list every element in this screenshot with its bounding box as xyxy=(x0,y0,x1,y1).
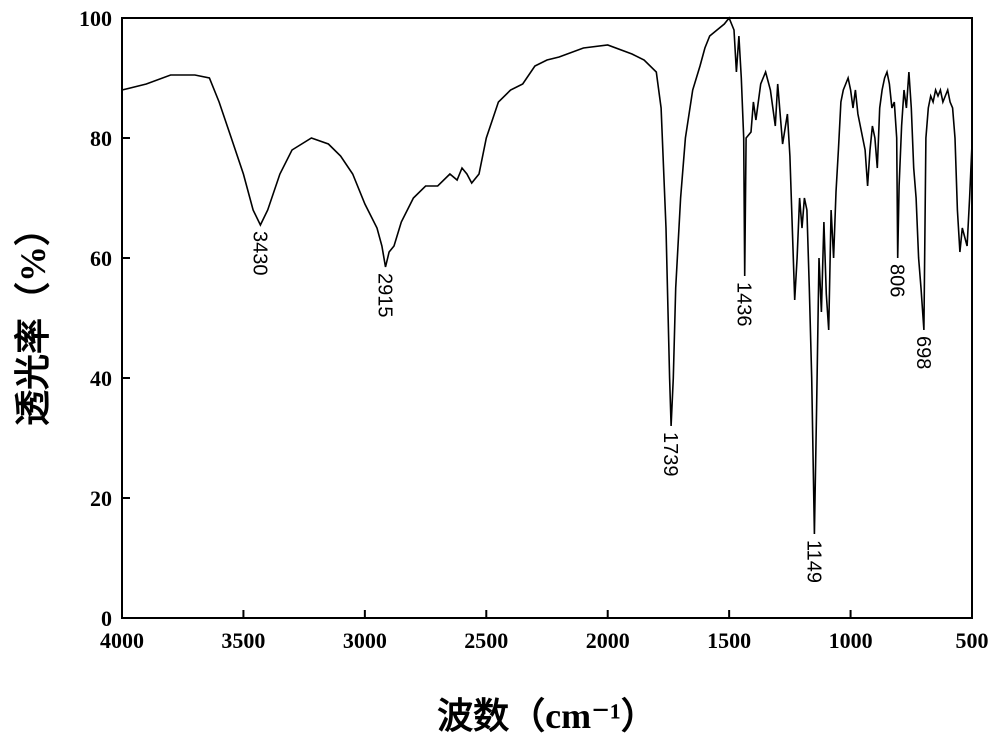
plot-frame xyxy=(121,17,973,619)
peak-label: 1739 xyxy=(659,432,681,477)
peak-label: 698 xyxy=(912,336,934,369)
x-tick-label: 4000 xyxy=(100,628,144,653)
peak-label: 1436 xyxy=(733,282,755,327)
y-axis-label: 透光率（%） xyxy=(13,210,53,426)
peak-label: 806 xyxy=(886,264,908,297)
x-tick-label: 3000 xyxy=(343,628,387,653)
y-tick-label: 0 xyxy=(101,606,112,631)
x-tick-label: 1500 xyxy=(707,628,751,653)
y-tick-label: 60 xyxy=(90,246,112,271)
x-tick-label: 3500 xyxy=(221,628,265,653)
peak-label: 2915 xyxy=(374,273,396,318)
x-tick-label: 500 xyxy=(956,628,989,653)
peak-label: 3430 xyxy=(248,231,270,276)
x-axis-label: 波数（cm⁻¹） xyxy=(437,696,657,736)
y-tick-label: 20 xyxy=(90,486,112,511)
y-tick-label: 40 xyxy=(90,366,112,391)
y-tick-label: 80 xyxy=(90,126,112,151)
x-tick-label: 2000 xyxy=(586,628,630,653)
peak-label: 1149 xyxy=(802,540,824,583)
spectrum-line xyxy=(121,16,973,535)
x-tick-label: 1000 xyxy=(829,628,873,653)
x-tick-label: 2500 xyxy=(464,628,508,653)
y-tick-label: 100 xyxy=(79,6,112,31)
